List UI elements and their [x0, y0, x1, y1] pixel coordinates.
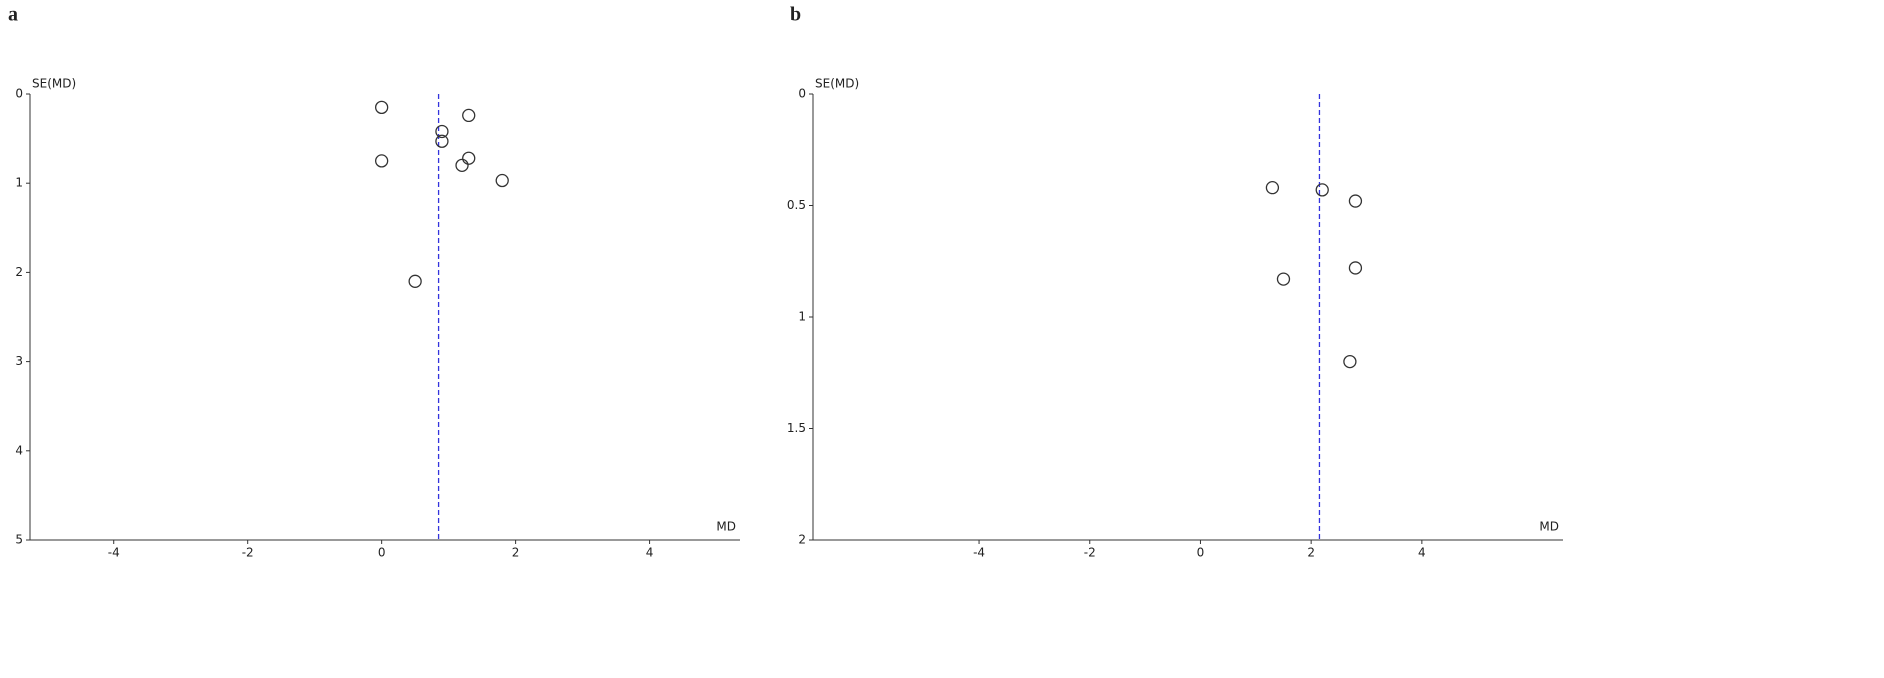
x-axis-title: MD	[716, 520, 736, 534]
y-tick-label: 0	[798, 87, 806, 101]
study-point	[495, 173, 509, 188]
study-point	[455, 158, 469, 173]
study-point	[375, 100, 389, 115]
y-tick-label: 4	[15, 443, 23, 457]
x-axis-title: MD	[1539, 520, 1559, 534]
y-tick-label: 5	[15, 533, 23, 547]
y-tick-label: 0	[15, 87, 23, 101]
x-tick-label: -4	[973, 546, 985, 560]
y-tick-label: 0.5	[787, 198, 806, 212]
study-point	[1276, 272, 1291, 286]
study-point	[1343, 354, 1357, 369]
study-point	[1348, 261, 1363, 275]
y-axis-title: SE(MD)	[815, 77, 859, 91]
x-tick-label: 4	[646, 546, 654, 560]
y-tick-label: 3	[15, 354, 23, 368]
y-tick-label: 1	[798, 310, 806, 324]
y-axis-title: SE(MD)	[32, 77, 76, 91]
study-point	[435, 124, 449, 139]
x-tick-label: 2	[512, 546, 520, 560]
y-tick-label: 1.5	[787, 421, 806, 435]
x-tick-label: -2	[242, 546, 254, 560]
study-point	[1348, 194, 1363, 208]
x-tick-label: 0	[1197, 546, 1205, 560]
study-point	[1265, 181, 1280, 195]
study-point	[435, 134, 449, 148]
y-tick-label: 1	[15, 176, 23, 190]
x-tick-label: -2	[1084, 546, 1096, 560]
study-point	[462, 151, 476, 165]
study-point	[1315, 183, 1329, 197]
x-tick-label: 2	[1307, 546, 1315, 560]
y-tick-label: 2	[15, 265, 23, 279]
y-tick-label: 2	[798, 533, 806, 547]
x-tick-label: 0	[378, 546, 386, 560]
study-point	[462, 108, 476, 123]
x-tick-label: -4	[108, 546, 120, 560]
panel-label: b	[790, 4, 801, 26]
study-point	[408, 274, 422, 288]
x-tick-label: 4	[1418, 546, 1426, 560]
study-point	[375, 154, 389, 168]
panel-label: a	[8, 4, 18, 26]
